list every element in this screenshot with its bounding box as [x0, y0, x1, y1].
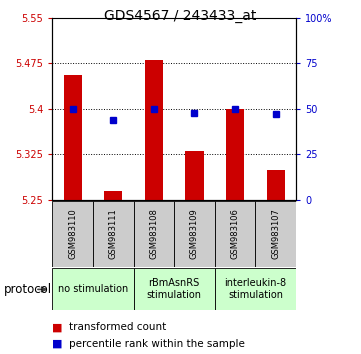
Text: GSM983111: GSM983111 — [109, 209, 118, 259]
Text: no stimulation: no stimulation — [58, 284, 128, 294]
Bar — [52, 201, 93, 267]
Text: GDS4567 / 243433_at: GDS4567 / 243433_at — [104, 9, 257, 23]
Text: GSM983110: GSM983110 — [68, 209, 77, 259]
Text: interleukin-8
stimulation: interleukin-8 stimulation — [224, 278, 287, 300]
Text: protocol: protocol — [4, 283, 52, 296]
Bar — [93, 201, 134, 267]
Bar — [215, 268, 296, 310]
Bar — [226, 109, 244, 200]
Bar — [134, 268, 215, 310]
Bar — [185, 152, 204, 200]
Text: GSM983107: GSM983107 — [271, 209, 280, 259]
Bar — [174, 201, 215, 267]
Text: ■: ■ — [52, 339, 63, 349]
Text: transformed count: transformed count — [69, 322, 166, 332]
Text: ■: ■ — [52, 322, 63, 332]
Bar — [64, 75, 82, 200]
Bar — [266, 170, 285, 200]
Text: rBmAsnRS
stimulation: rBmAsnRS stimulation — [147, 278, 202, 300]
Bar — [215, 201, 255, 267]
Bar — [134, 201, 174, 267]
Bar — [52, 268, 134, 310]
Bar — [104, 191, 122, 200]
Text: GSM983109: GSM983109 — [190, 209, 199, 259]
Text: percentile rank within the sample: percentile rank within the sample — [69, 339, 244, 349]
Bar — [145, 60, 163, 200]
Bar — [256, 201, 296, 267]
Text: GSM983106: GSM983106 — [231, 209, 240, 259]
Text: GSM983108: GSM983108 — [149, 209, 158, 259]
